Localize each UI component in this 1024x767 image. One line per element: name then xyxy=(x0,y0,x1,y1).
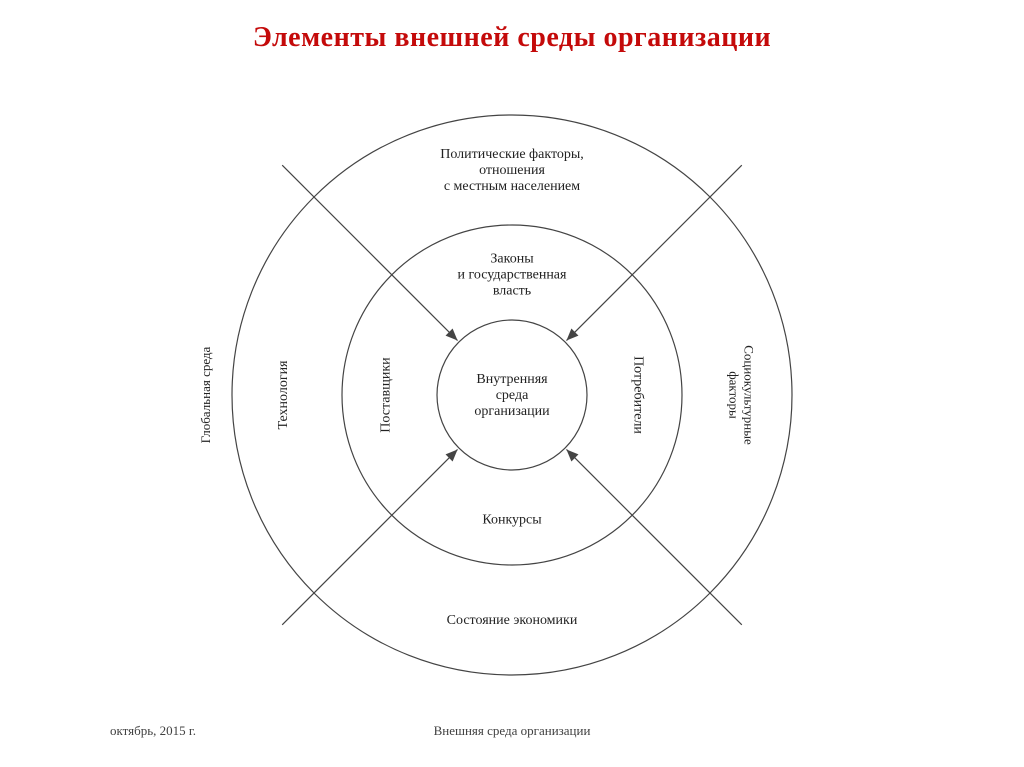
outside-left-label: Глобальная среда xyxy=(198,346,213,443)
middle-bottom-label: Конкурсы xyxy=(482,513,542,528)
outer-right-label: Социокультурныефакторы xyxy=(727,345,757,445)
outer-top-label: Политические факторы,отношенияс местным … xyxy=(440,147,584,194)
outer-bottom-label: Состояние экономики xyxy=(447,613,578,628)
inner-env-label: Внутренняясредаорганизации xyxy=(474,372,550,419)
middle-top-label: Законыи государственнаявласть xyxy=(458,251,567,298)
middle-right-label: Потребители xyxy=(631,356,646,434)
outer-left-label: Технология xyxy=(276,360,291,430)
middle-left-label: Поставщики xyxy=(379,357,394,433)
page: Элементы внешней среды организации Внутр… xyxy=(0,0,1024,767)
environment-diagram: Внутренняясредаорганизации Законыи госуда… xyxy=(0,0,1024,767)
footer-caption: Внешняя среда организации xyxy=(0,723,1024,739)
